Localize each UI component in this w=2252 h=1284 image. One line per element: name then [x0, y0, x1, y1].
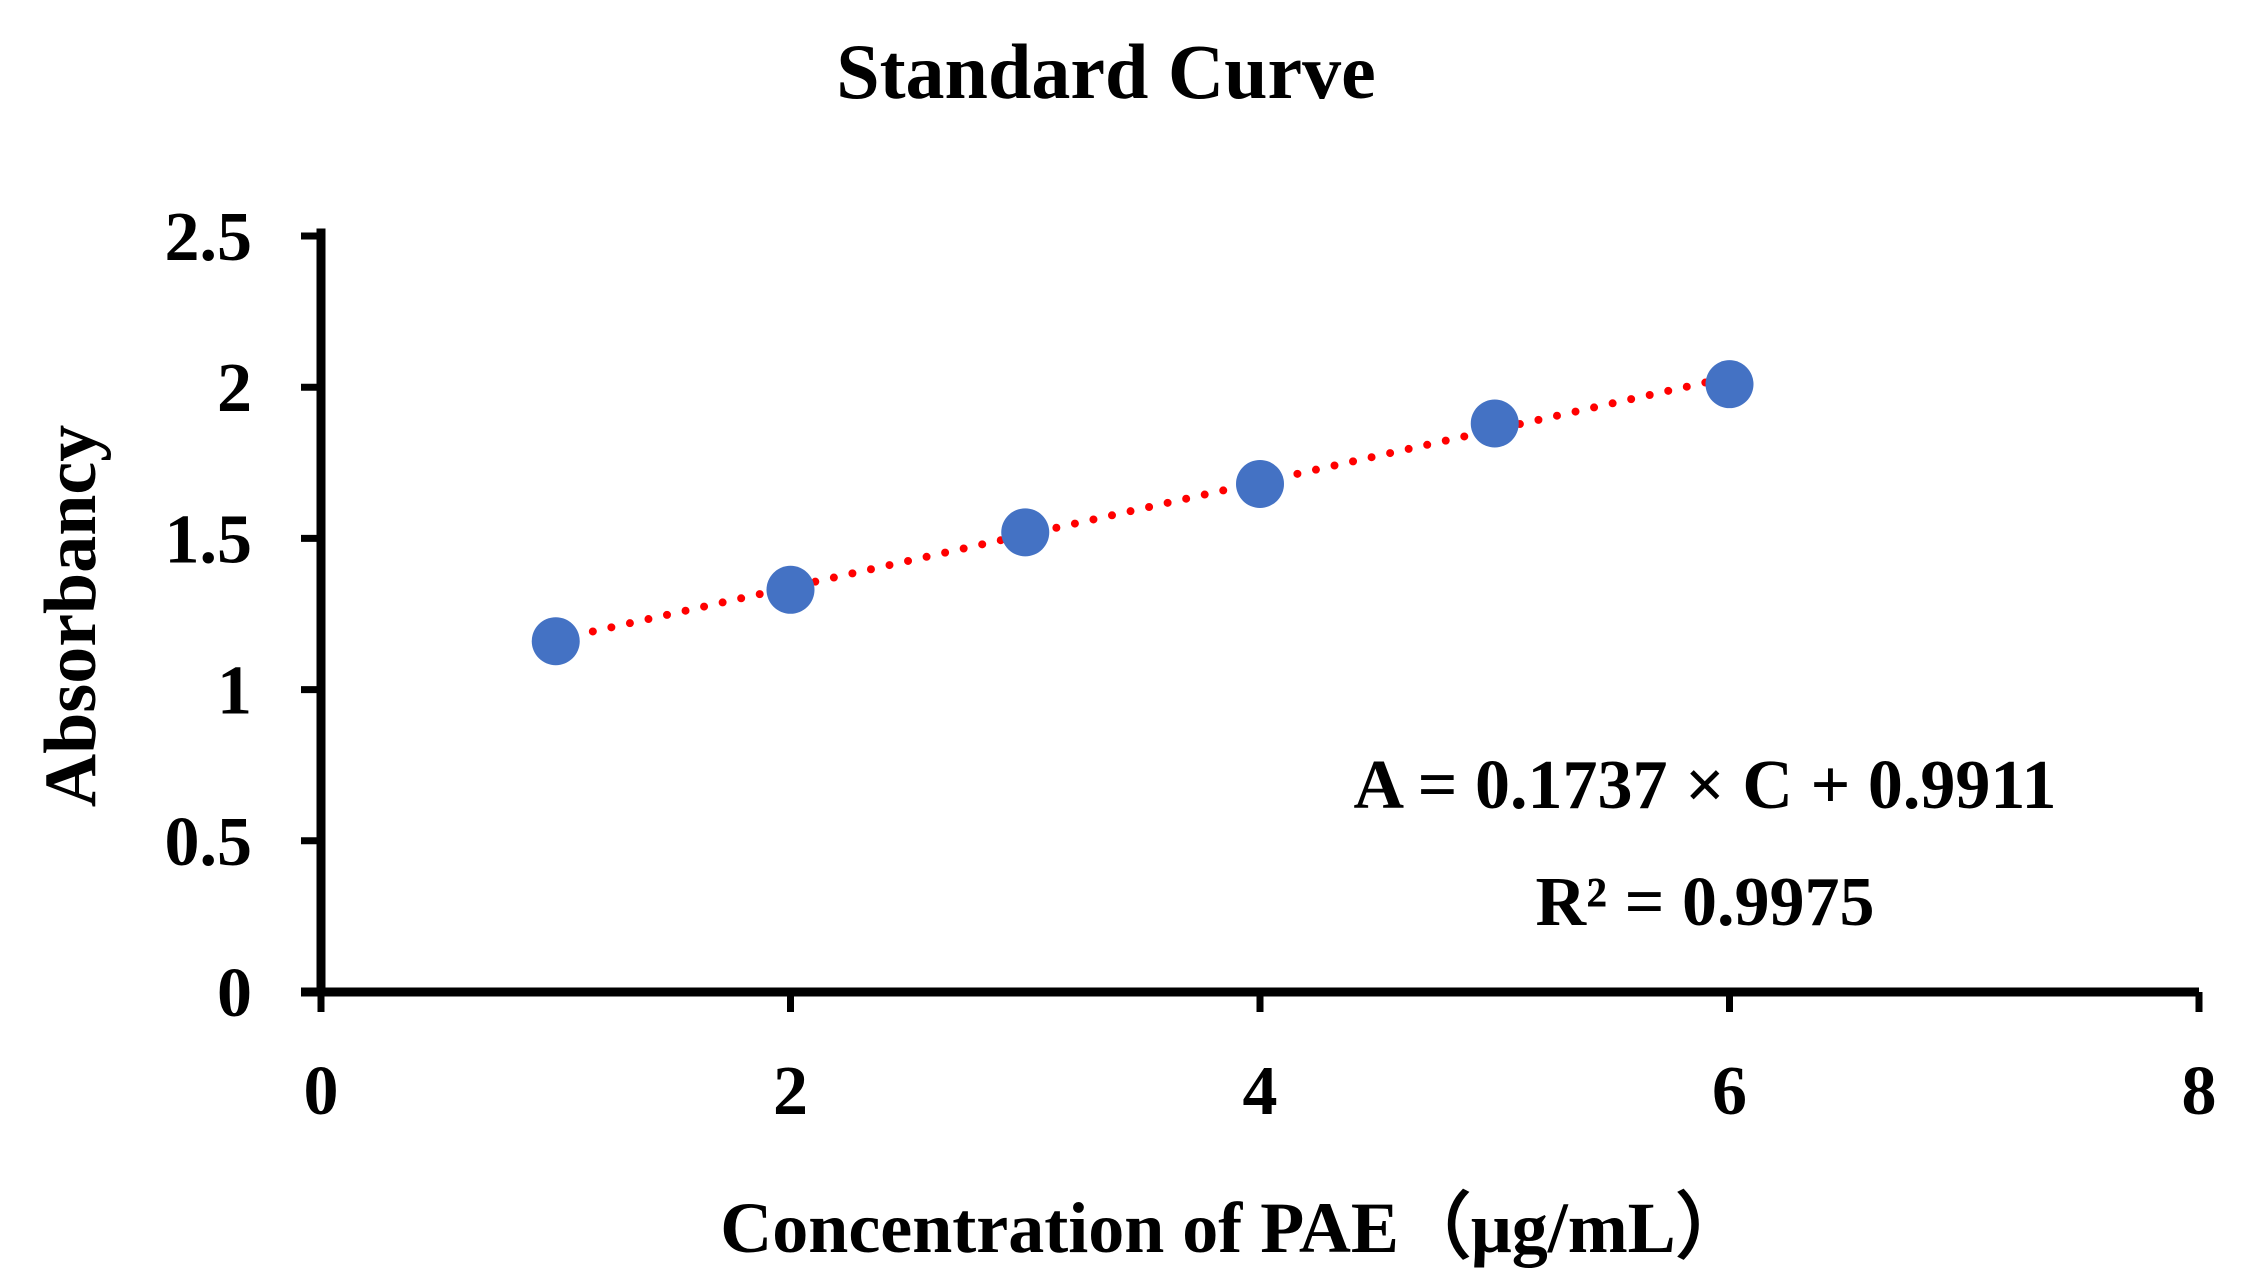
- chart-title: Standard Curve: [836, 28, 1376, 115]
- tick-labels: 0 0.5 1 1.5 2 2.5 0 2 4 6 8: [165, 199, 2217, 1130]
- x-tick-label: 8: [2182, 1053, 2217, 1130]
- trendline-layer: [551, 373, 1734, 644]
- x-tick-label: 4: [1243, 1053, 1278, 1130]
- axes: [301, 228, 2203, 1012]
- data-point: [531, 617, 580, 666]
- data-point: [1705, 360, 1754, 409]
- y-tick-label: 1.5: [165, 501, 253, 578]
- x-tick-label: 6: [1712, 1053, 1747, 1130]
- y-tick-label: 2: [217, 350, 252, 427]
- y-axis-label: Absorbancy: [30, 425, 112, 807]
- y-tick-label: 0: [217, 955, 252, 1032]
- data-point: [766, 565, 815, 614]
- trendline: [551, 373, 1734, 644]
- equation-annotation: A = 0.1737 × C + 0.9911: [1353, 747, 2056, 824]
- y-tick-label: 1: [217, 653, 252, 730]
- data-point: [1470, 399, 1519, 448]
- x-tick-label: 2: [773, 1053, 808, 1130]
- x-tick-label: 0: [304, 1053, 339, 1130]
- r-squared-annotation: R² = 0.9975: [1536, 864, 1875, 941]
- y-tick-label: 2.5: [165, 199, 253, 276]
- data-point: [1236, 459, 1284, 508]
- data-points-layer: [531, 360, 1754, 666]
- y-tick-label: 0.5: [165, 804, 253, 881]
- x-axis-label: Concentration of PAE（μg/mL）: [720, 1188, 1747, 1268]
- data-point: [1001, 508, 1050, 557]
